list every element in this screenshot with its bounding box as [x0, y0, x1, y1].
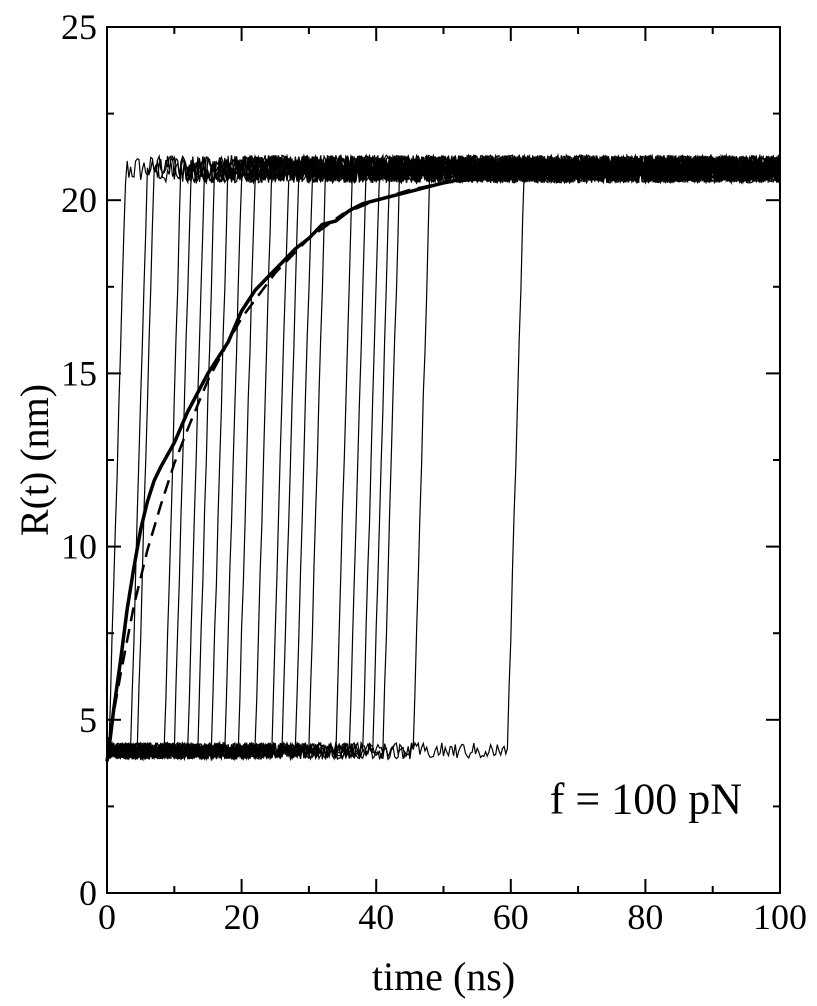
x-tick-label: 60 [493, 897, 529, 937]
trajectory-line [106, 153, 781, 761]
trajectory-line [106, 154, 781, 762]
x-tick-label: 0 [98, 897, 116, 937]
plot-layer [105, 152, 781, 762]
trajectory-line [106, 153, 781, 761]
trajectory-line [106, 153, 781, 762]
trajectory-line [106, 153, 781, 761]
x-tick-label: 20 [224, 897, 260, 937]
trajectory-line [106, 154, 781, 762]
trajectory-line [106, 153, 781, 760]
y-tick-label: 20 [61, 180, 97, 220]
force-annotation: f = 100 pN [550, 774, 742, 823]
trajectory-line [106, 153, 781, 760]
x-tick-label: 80 [627, 897, 663, 937]
trajectory-line [106, 153, 781, 761]
fit-dashed-line [105, 167, 781, 752]
y-tick-label: 5 [79, 700, 97, 740]
y-tick-label: 0 [79, 873, 97, 913]
x-tick-label: 100 [753, 897, 807, 937]
trajectory-line [106, 153, 781, 761]
trajectory-line [106, 153, 781, 762]
trajectory-line [106, 153, 781, 760]
trajectory-line [106, 153, 781, 760]
trajectory-line [106, 152, 781, 761]
y-tick-label: 10 [61, 527, 97, 567]
y-tick-label: 25 [61, 7, 97, 47]
trajectory-line [106, 154, 781, 762]
trajectory-line [106, 154, 781, 762]
x-tick-label: 40 [358, 897, 394, 937]
trajectory-line [106, 152, 781, 760]
trajectory-line [106, 154, 781, 760]
trajectory-line [106, 153, 781, 755]
y-axis-label: R(t) (nm) [12, 384, 57, 536]
trajectory-line [106, 153, 781, 761]
y-tick-label: 15 [61, 353, 97, 393]
trajectory-line [106, 153, 781, 761]
x-axis-label: time (ns) [372, 954, 515, 999]
average-line [105, 167, 781, 762]
axes-layer: 0 20 40 60 80 100 0 5 10 15 20 25 [61, 7, 807, 937]
trajectory-line [106, 154, 781, 761]
